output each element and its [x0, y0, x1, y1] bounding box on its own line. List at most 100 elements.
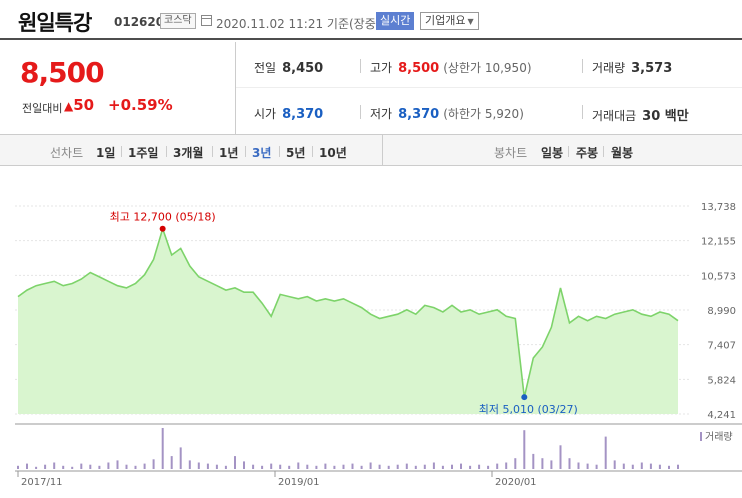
divider — [382, 135, 383, 165]
volume-bar — [387, 465, 390, 469]
volume-bar — [360, 465, 363, 469]
volume-bar — [613, 460, 616, 469]
volume-bar — [369, 462, 372, 469]
tab-weekly[interactable]: 주봉 — [576, 146, 599, 160]
change-percent: +0.59% — [108, 96, 173, 114]
tab-3y[interactable]: 3년 — [252, 146, 272, 160]
tab-10y[interactable]: 10년 — [319, 146, 347, 160]
volume-bar — [568, 458, 571, 469]
volume-bar — [595, 464, 598, 469]
y-tick-label: 13,738 — [701, 202, 736, 213]
price-stats: 전일 8,450 고가 8,500 (상한가 10,950) 거래량 3,573 시가 8… — [236, 42, 742, 134]
volume-bar — [35, 466, 38, 469]
y-tick-label: 7,407 — [707, 341, 736, 352]
realtime-button[interactable]: 실시간 — [376, 12, 415, 30]
company-overview-dropdown[interactable]: 기업개요 ▼ — [420, 12, 479, 30]
volume-bar — [478, 464, 481, 469]
volume-bar — [577, 462, 580, 469]
volume-bar — [252, 464, 255, 469]
volume-bar — [215, 464, 218, 469]
stock-header: 원일특강 012620 코스닥 2020.11.02 11:21 기준(장중) … — [0, 0, 742, 40]
min-annotation: 최저 5,010 (03/27) — [479, 403, 578, 416]
volume-bar — [451, 464, 453, 469]
y-tick-label: 4,241 — [707, 410, 736, 421]
volume-bar — [98, 465, 101, 469]
volume-bar — [550, 460, 553, 469]
volume-bar — [668, 465, 670, 469]
divider — [312, 146, 313, 157]
y-tick-label: 5,824 — [707, 375, 736, 386]
divider — [360, 59, 361, 73]
price-area — [18, 228, 678, 414]
volume-bar — [631, 464, 634, 469]
divider — [245, 146, 246, 157]
divider — [582, 59, 583, 73]
stat-volume: 거래량 3,573 — [592, 59, 672, 76]
volume-bar — [134, 465, 137, 469]
stats-row-2: 시가 8,370 저가 8,370 (하한가 5,920) 거래대금 30 백만 — [236, 88, 742, 134]
stat-label: 저가 — [370, 107, 393, 121]
volume-bar — [89, 464, 92, 469]
volume-bar — [432, 462, 435, 469]
price-chart[interactable]: 13,738 12,155 10,573 8,990 7,407 5,824 4,241 최… — [0, 166, 742, 498]
volume-bar — [423, 464, 426, 469]
tab-monthly[interactable]: 월봉 — [611, 146, 634, 160]
company-overview-label: 기업개요 — [425, 14, 466, 27]
volume-bar — [116, 460, 119, 469]
divider — [166, 146, 167, 157]
volume-bar — [514, 458, 517, 469]
stat-amount: 거래대금 30 백만 — [592, 105, 689, 124]
volume-bar — [378, 464, 381, 469]
volume-bar — [487, 465, 490, 469]
volume-bar — [261, 465, 264, 469]
stat-value: 3,573 — [631, 61, 673, 76]
market-badge: 코스닥 — [160, 13, 196, 29]
stat-value: 8,500 — [398, 61, 440, 76]
tab-1d[interactable]: 1일 — [96, 146, 116, 160]
chevron-down-icon: ▼ — [467, 17, 474, 26]
stat-prev-close: 전일 8,450 — [254, 59, 323, 76]
volume-bar — [279, 464, 282, 469]
stat-open: 시가 8,370 — [254, 105, 323, 122]
volume-bar — [677, 464, 679, 469]
stat-sub: (하한가 5,920) — [443, 107, 524, 121]
stat-label: 거래대금 — [592, 109, 637, 123]
current-price: 8,500 — [20, 56, 105, 89]
volume-bar — [188, 460, 191, 469]
stat-label: 고가 — [370, 61, 393, 75]
volume-bar — [107, 462, 110, 469]
volume-bar — [170, 456, 173, 469]
stat-low: 저가 8,370 (하한가 5,920) — [370, 105, 524, 122]
volume-bar — [405, 463, 408, 469]
stat-label: 시가 — [254, 107, 277, 121]
divider — [568, 146, 569, 157]
up-arrow-icon: ▲ — [64, 99, 74, 113]
volume-bar — [640, 462, 643, 469]
tab-daily[interactable]: 일봉 — [541, 146, 564, 160]
volume-bar — [17, 465, 19, 469]
volume-bar — [26, 463, 28, 469]
divider — [121, 146, 122, 157]
divider — [360, 105, 361, 119]
line-chart-label: 선차트 — [50, 146, 84, 160]
tab-1w[interactable]: 1주일 — [128, 146, 159, 160]
volume-bar — [297, 462, 300, 469]
stat-value: 8,370 — [398, 107, 440, 122]
volume-bar — [152, 459, 155, 469]
tab-5y[interactable]: 5년 — [286, 146, 306, 160]
volume-bar — [469, 465, 472, 469]
volume-bar — [161, 428, 164, 469]
volume-bar — [44, 464, 47, 469]
tab-3m[interactable]: 3개월 — [173, 146, 204, 160]
stat-value: 30 백만 — [642, 109, 689, 124]
y-tick-label: 10,573 — [701, 271, 736, 282]
tab-1y[interactable]: 1년 — [219, 146, 239, 160]
price-summary: 8,500 전일대비 ▲50 +0.59% — [0, 42, 236, 134]
stat-sub: (상한가 10,950) — [443, 61, 532, 75]
volume-bar — [71, 466, 74, 469]
volume-bar — [460, 463, 462, 469]
volume-bar — [658, 464, 661, 469]
stat-value: 8,370 — [282, 107, 324, 122]
min-marker — [521, 394, 528, 401]
y-axis-labels: 13,738 12,155 10,573 8,990 7,407 5,824 4,241 — [701, 202, 736, 421]
